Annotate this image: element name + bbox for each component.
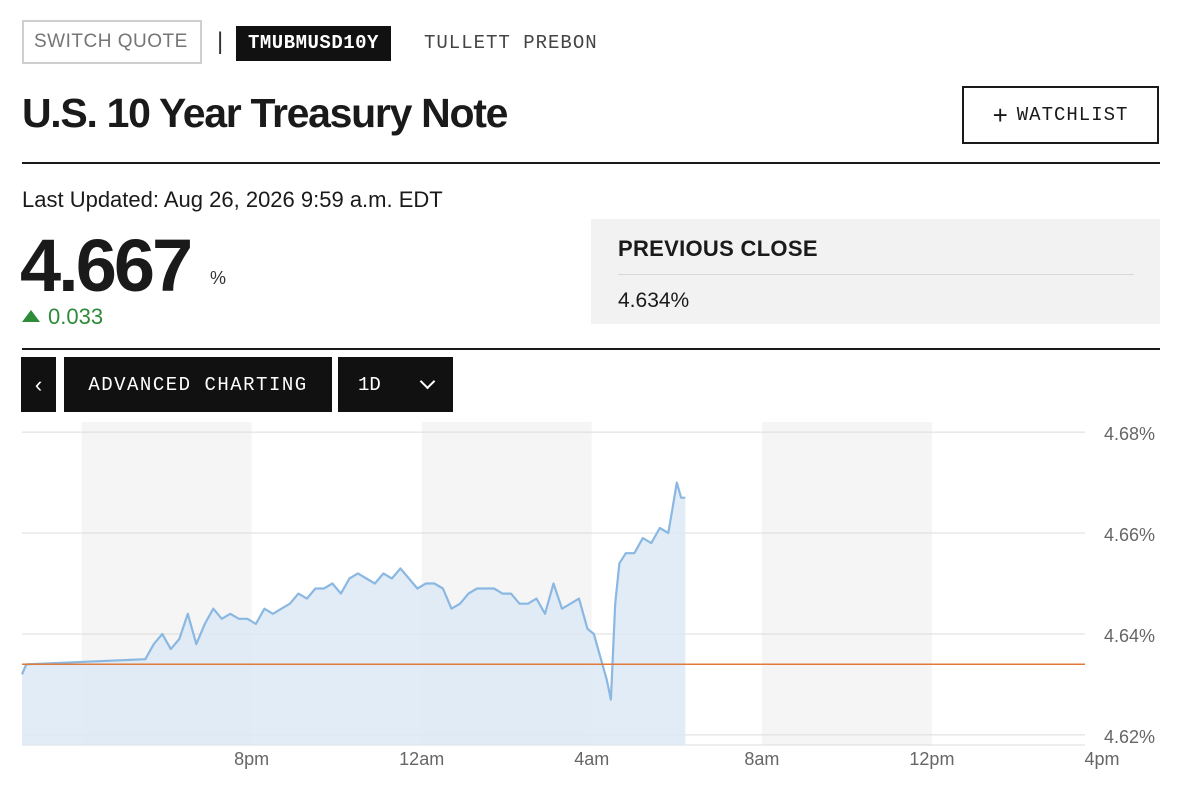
current-price: 4.667	[20, 224, 193, 307]
last-updated-timestamp: Last Updated: Aug 26, 2026 9:59 a.m. EDT	[22, 187, 443, 212]
y-tick-label: 4.66%	[1104, 525, 1155, 545]
time-range-dropdown[interactable]: 1D	[338, 357, 453, 412]
collapse-toolbar-button[interactable]: ‹	[21, 357, 56, 412]
x-tick-label: 8am	[744, 749, 779, 769]
y-tick-label: 4.64%	[1104, 626, 1155, 646]
chart-area-fill	[22, 482, 686, 745]
data-source: TULLETT PREBON	[424, 32, 598, 54]
chart-shaded-band	[761, 422, 932, 745]
price-change: 0.033	[22, 304, 103, 330]
chevron-down-icon	[419, 373, 436, 390]
plus-icon: +	[992, 100, 1009, 130]
chevron-left-icon: ‹	[34, 371, 43, 397]
price-change-value: 0.033	[48, 304, 104, 329]
x-tick-label: 4pm	[1085, 749, 1120, 769]
section-divider	[22, 348, 1160, 350]
arrow-up-icon	[22, 310, 40, 322]
price-chart[interactable]: 4.68% 4.66% 4.64% 4.62% 8pm 12am 4am 8am 12pm 4pm	[0, 420, 1199, 780]
advanced-charting-label: ADVANCED CHARTING	[88, 373, 308, 396]
previous-close-value: 4.634%	[618, 289, 690, 312]
x-tick-label: 12am	[399, 749, 444, 769]
switch-quote-input[interactable]	[22, 20, 202, 64]
ticker-symbol: TMUBMUSD10Y	[236, 26, 391, 61]
y-tick-label: 4.68%	[1104, 424, 1155, 444]
quote-separator: |	[217, 28, 224, 55]
add-to-watchlist-button[interactable]: + WATCHLIST	[962, 86, 1159, 144]
advanced-charting-button[interactable]: ADVANCED CHARTING	[64, 357, 332, 412]
previous-close-label: PREVIOUS CLOSE	[618, 236, 818, 261]
price-unit: %	[210, 268, 227, 288]
header-divider	[22, 162, 1160, 164]
x-tick-label: 12pm	[909, 749, 954, 769]
page-title: U.S. 10 Year Treasury Note	[22, 90, 508, 136]
y-tick-label: 4.62%	[1104, 727, 1155, 747]
x-tick-label: 8pm	[234, 749, 269, 769]
x-tick-label: 4am	[574, 749, 609, 769]
time-range-label: 1D	[358, 373, 381, 396]
previous-close-divider	[618, 274, 1134, 275]
watchlist-label: WATCHLIST	[1016, 104, 1129, 126]
previous-close-panel	[591, 219, 1160, 324]
chart-series-line	[20, 481, 686, 701]
